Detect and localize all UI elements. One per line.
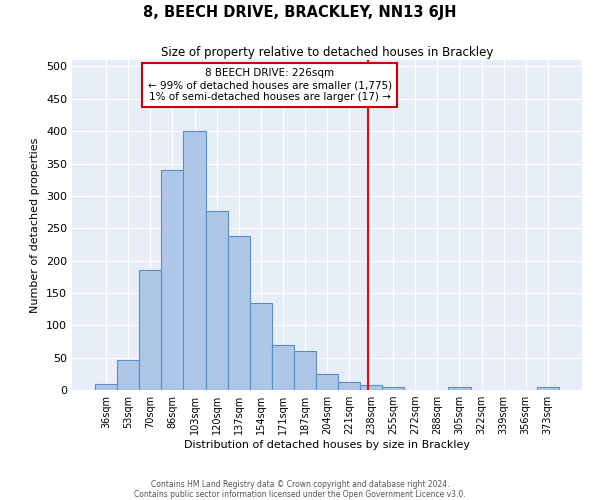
Bar bbox=[272, 344, 294, 390]
Bar bbox=[227, 236, 250, 390]
Bar bbox=[117, 360, 139, 390]
Bar bbox=[448, 387, 470, 390]
Text: 8, BEECH DRIVE, BRACKLEY, NN13 6JH: 8, BEECH DRIVE, BRACKLEY, NN13 6JH bbox=[143, 5, 457, 20]
Bar bbox=[161, 170, 184, 390]
Bar bbox=[382, 387, 404, 390]
Title: Size of property relative to detached houses in Brackley: Size of property relative to detached ho… bbox=[161, 46, 493, 59]
X-axis label: Distribution of detached houses by size in Brackley: Distribution of detached houses by size … bbox=[184, 440, 470, 450]
Text: 8 BEECH DRIVE: 226sqm
← 99% of detached houses are smaller (1,775)
1% of semi-de: 8 BEECH DRIVE: 226sqm ← 99% of detached … bbox=[148, 68, 392, 102]
Bar bbox=[537, 387, 559, 390]
Bar bbox=[139, 270, 161, 390]
Bar bbox=[184, 131, 206, 390]
Bar bbox=[338, 382, 360, 390]
Bar bbox=[316, 374, 338, 390]
Text: Contains HM Land Registry data © Crown copyright and database right 2024.
Contai: Contains HM Land Registry data © Crown c… bbox=[134, 480, 466, 499]
Y-axis label: Number of detached properties: Number of detached properties bbox=[31, 138, 40, 312]
Bar bbox=[360, 386, 382, 390]
Bar bbox=[294, 351, 316, 390]
Bar bbox=[95, 384, 117, 390]
Bar bbox=[250, 302, 272, 390]
Bar bbox=[206, 211, 227, 390]
